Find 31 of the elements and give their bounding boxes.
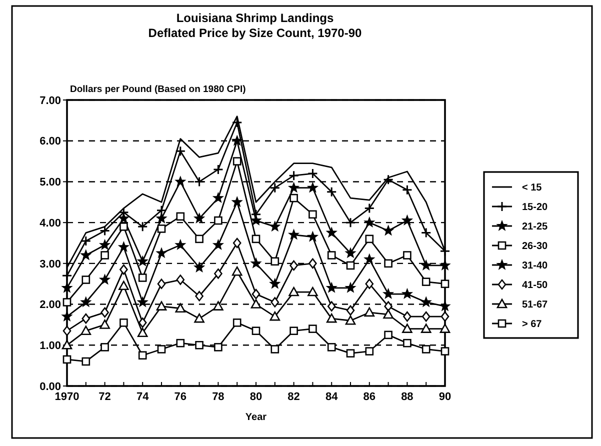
y-tick-label: 5.00 [40, 176, 61, 189]
y-axis-title: Dollars per Pound (Based on 1980 CPI) [70, 84, 246, 95]
legend-label: < 15 [522, 182, 542, 194]
legend-label: > 67 [522, 319, 542, 330]
legend-label: 15-20 [522, 202, 548, 213]
x-tick-label: 78 [212, 391, 224, 403]
x-tick-label: 86 [363, 391, 376, 403]
y-tick-label: 3.00 [40, 258, 61, 270]
x-tick-label: 74 [136, 391, 150, 403]
x-tick-label: 82 [288, 391, 300, 403]
x-tick-label: 88 [401, 391, 414, 403]
chart-title: Louisiana Shrimp Landings [176, 11, 334, 25]
legend-label: 51-67 [522, 300, 548, 310]
y-tick-label: 0.00 [40, 380, 61, 393]
x-tick-label: 76 [174, 391, 187, 403]
legend-label: 21-25 [522, 222, 548, 232]
legend-label: 26-30 [522, 241, 548, 252]
legend-label: 31-40 [522, 260, 548, 272]
legend-label: 41-50 [522, 280, 548, 291]
x-tick-label: 72 [98, 391, 111, 403]
y-tick-label: 1.00 [40, 340, 61, 352]
y-tick-label: 4.00 [40, 217, 61, 230]
y-tick-label: 2.00 [40, 299, 61, 312]
x-tick-label: 84 [325, 391, 339, 403]
y-tick-label: 7.00 [40, 94, 61, 107]
x-tick-label: 90 [438, 391, 452, 403]
x-tick-label: 1970 [54, 391, 80, 403]
chart-subtitle: Deflated Price by Size Count, 1970-90 [148, 26, 362, 40]
x-axis-title: Year [245, 412, 267, 423]
x-tick-label: 80 [250, 391, 262, 403]
y-tick-label: 6.00 [40, 136, 61, 148]
